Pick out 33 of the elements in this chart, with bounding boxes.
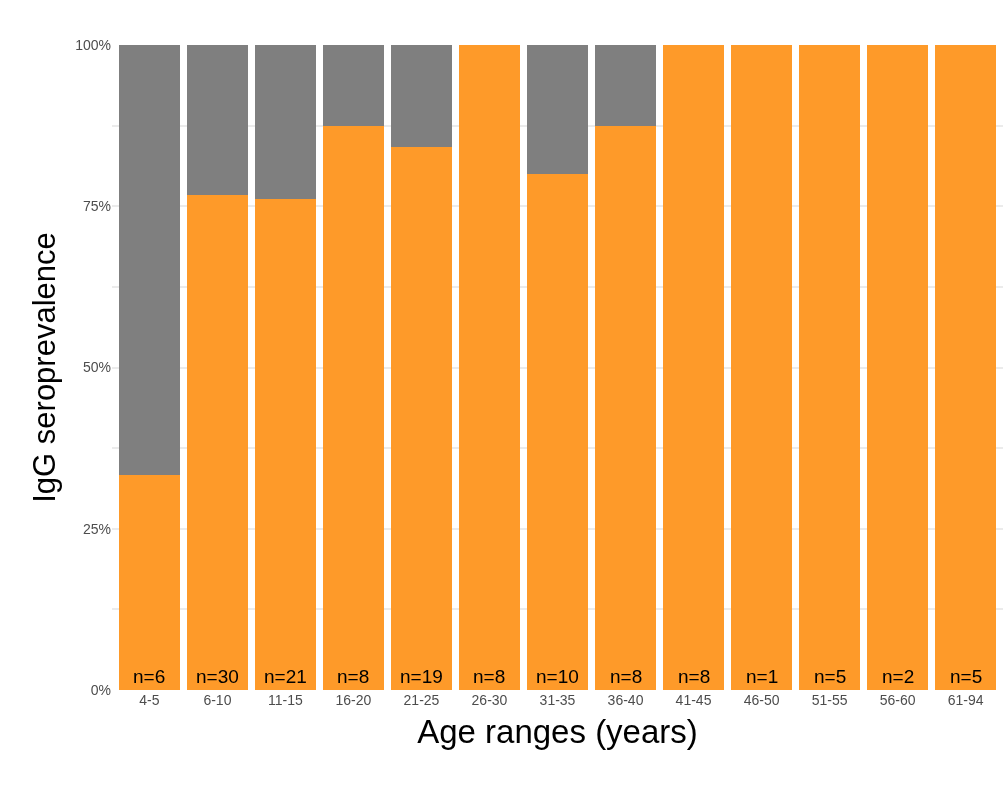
- x-tick-label: 61-94: [947, 692, 984, 708]
- annotation: n=5: [814, 666, 847, 687]
- annotation: n=8: [337, 666, 370, 687]
- y-tick-label: 50%: [82, 359, 111, 376]
- y-tick-label: 100%: [75, 36, 111, 53]
- annotation: n=19: [400, 666, 443, 687]
- x-axis-title: Age ranges (years): [417, 712, 698, 750]
- x-tick-label: 16-20: [335, 692, 372, 708]
- x-tick-label: 51-55: [811, 692, 848, 708]
- x-tick-label: 46-50: [743, 692, 780, 708]
- x-tick-label: 41-45: [675, 692, 712, 708]
- annotation: n=8: [473, 666, 506, 687]
- x-tick-label: 21-25: [403, 692, 440, 708]
- annotation: n=8: [678, 666, 711, 687]
- x-tick-label: 31-35: [539, 692, 576, 708]
- x-tick-label: 4-5: [139, 692, 160, 708]
- x-tick-label: 6-10: [203, 692, 232, 708]
- x-tick-label: 56-60: [879, 692, 916, 708]
- annotation: n=30: [196, 666, 239, 687]
- annotation: n=6: [133, 666, 166, 687]
- y-tick-label: 0%: [90, 681, 111, 698]
- x-tick-label: 11-15: [268, 692, 304, 708]
- x-tick-label: 36-40: [607, 692, 644, 708]
- y-tick-label: 75%: [82, 198, 111, 215]
- y-axis-title: IgG seroprevalence: [26, 232, 62, 503]
- annotation: n=21: [264, 666, 307, 687]
- y-tick-label: 25%: [82, 520, 111, 537]
- annotation: n=10: [536, 666, 579, 687]
- x-tick-label: 26-30: [471, 692, 508, 708]
- annotation: n=5: [950, 666, 983, 687]
- annotation: n=2: [882, 666, 915, 687]
- annotation: n=8: [610, 666, 643, 687]
- annotation: n=1: [746, 666, 779, 687]
